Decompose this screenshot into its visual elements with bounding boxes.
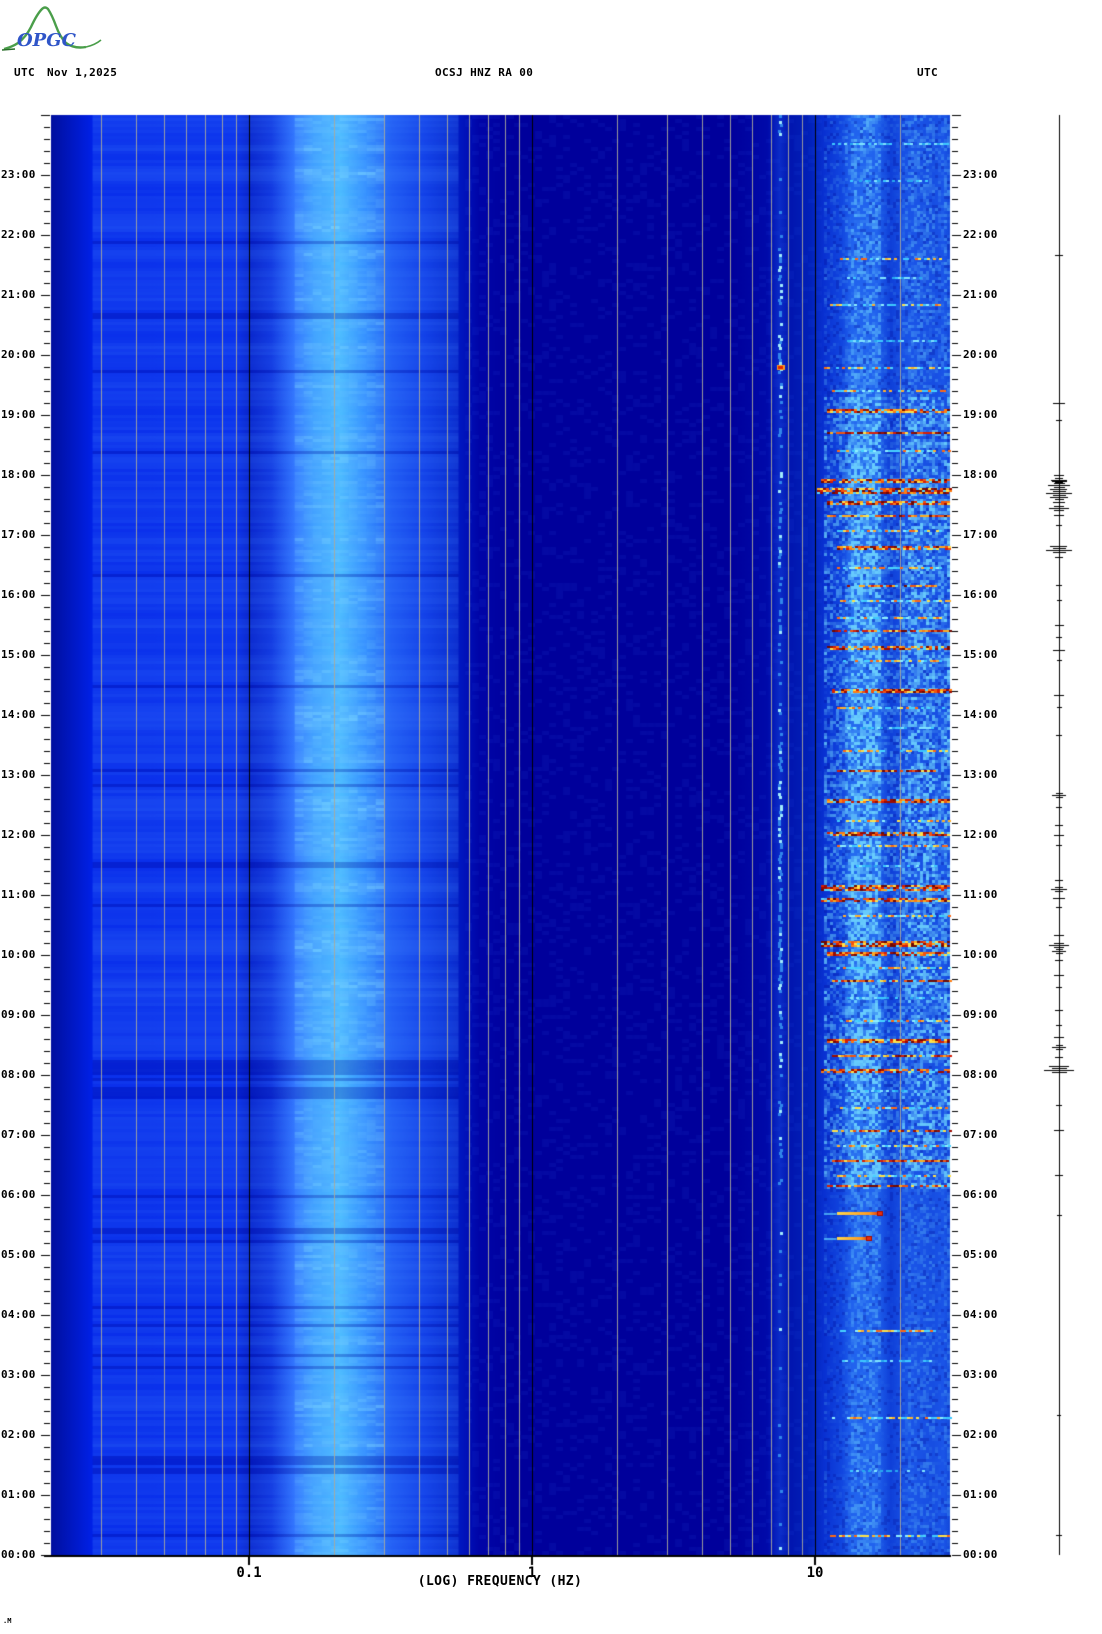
opgc-logo-text: OPGC [17,30,77,51]
y-axis-label-left: 02:00 [1,1428,36,1441]
y-axis-label-right: 14:00 [963,708,998,721]
footer-artifact-mark: .M [3,1617,12,1625]
y-axis-label-right: 00:00 [963,1548,998,1561]
y-axis-label-left: 20:00 [1,348,36,361]
y-axis-label-left: 07:00 [1,1128,36,1141]
y-axis-label-right: 22:00 [963,228,998,241]
y-axis-label-right: 20:00 [963,348,998,361]
y-axis-label-right: 21:00 [963,288,998,301]
y-axis-label-left: 13:00 [1,768,36,781]
y-axis-label-right: 07:00 [963,1128,998,1141]
y-axis-label-right: 02:00 [963,1428,998,1441]
y-axis-label-right: 06:00 [963,1188,998,1201]
y-axis-label-right: 16:00 [963,588,998,601]
y-axis-label-left: 01:00 [1,1488,36,1501]
header-utc-right: UTC [917,66,939,79]
y-axis-label-left: 06:00 [1,1188,36,1201]
y-axis-label-right: 05:00 [963,1248,998,1261]
logo-base-path [2,48,16,51]
y-axis-label-left: 08:00 [1,1068,36,1081]
y-axis-label-right: 01:00 [963,1488,998,1501]
y-axis-label-left: 19:00 [1,408,36,421]
opgc-logo: OPGC [2,6,102,51]
y-axis-label-left: 00:00 [1,1548,36,1561]
y-axis-label-right: 12:00 [963,828,998,841]
y-axis-label-left: 22:00 [1,228,36,241]
y-axis-label-right: 10:00 [963,948,998,961]
y-axis-label-right: 18:00 [963,468,998,481]
page-title: OCSJ HNZ RA 00 [435,66,534,79]
y-axis-label-left: 03:00 [1,1368,36,1381]
y-axis-label-right: 13:00 [963,768,998,781]
y-axis-label-right: 08:00 [963,1068,998,1081]
y-axis-label-left: 17:00 [1,528,36,541]
y-axis-label-right: 04:00 [963,1308,998,1321]
y-axis-label-left: 23:00 [1,168,36,181]
logo-tail-path [85,39,102,48]
y-axis-label-left: 09:00 [1,1008,36,1021]
y-axis-label-left: 21:00 [1,288,36,301]
y-axis-label-left: 18:00 [1,468,36,481]
x-axis-tick-label: 0.1 [236,1565,262,1581]
y-axis-label-left: 15:00 [1,648,36,661]
y-axis-label-left: 16:00 [1,588,36,601]
y-axis-label-left: 10:00 [1,948,36,961]
y-axis-label-right: 11:00 [963,888,998,901]
y-axis-label-right: 15:00 [963,648,998,661]
header-utc-left: UTC [14,66,36,79]
logo-mountain-path [3,6,87,51]
y-axis-label-left: 11:00 [1,888,36,901]
y-axis-label-right: 17:00 [963,528,998,541]
y-axis-label-left: 04:00 [1,1308,36,1321]
y-axis-label-right: 23:00 [963,168,998,181]
y-axis-label-left: 05:00 [1,1248,36,1261]
y-axis-label-left: 14:00 [1,708,36,721]
x-axis-title: (LOG) FREQUENCY (HZ) [417,1574,583,1589]
x-axis-tick-label: 1 [527,1565,537,1581]
y-axis-label-right: 09:00 [963,1008,998,1021]
y-axis-label-right: 03:00 [963,1368,998,1381]
y-axis-label-left: 12:00 [1,828,36,841]
y-axis-label-right: 19:00 [963,408,998,421]
header-date: Nov 1,2025 [47,66,118,79]
x-axis-tick-label: 10 [806,1565,824,1581]
